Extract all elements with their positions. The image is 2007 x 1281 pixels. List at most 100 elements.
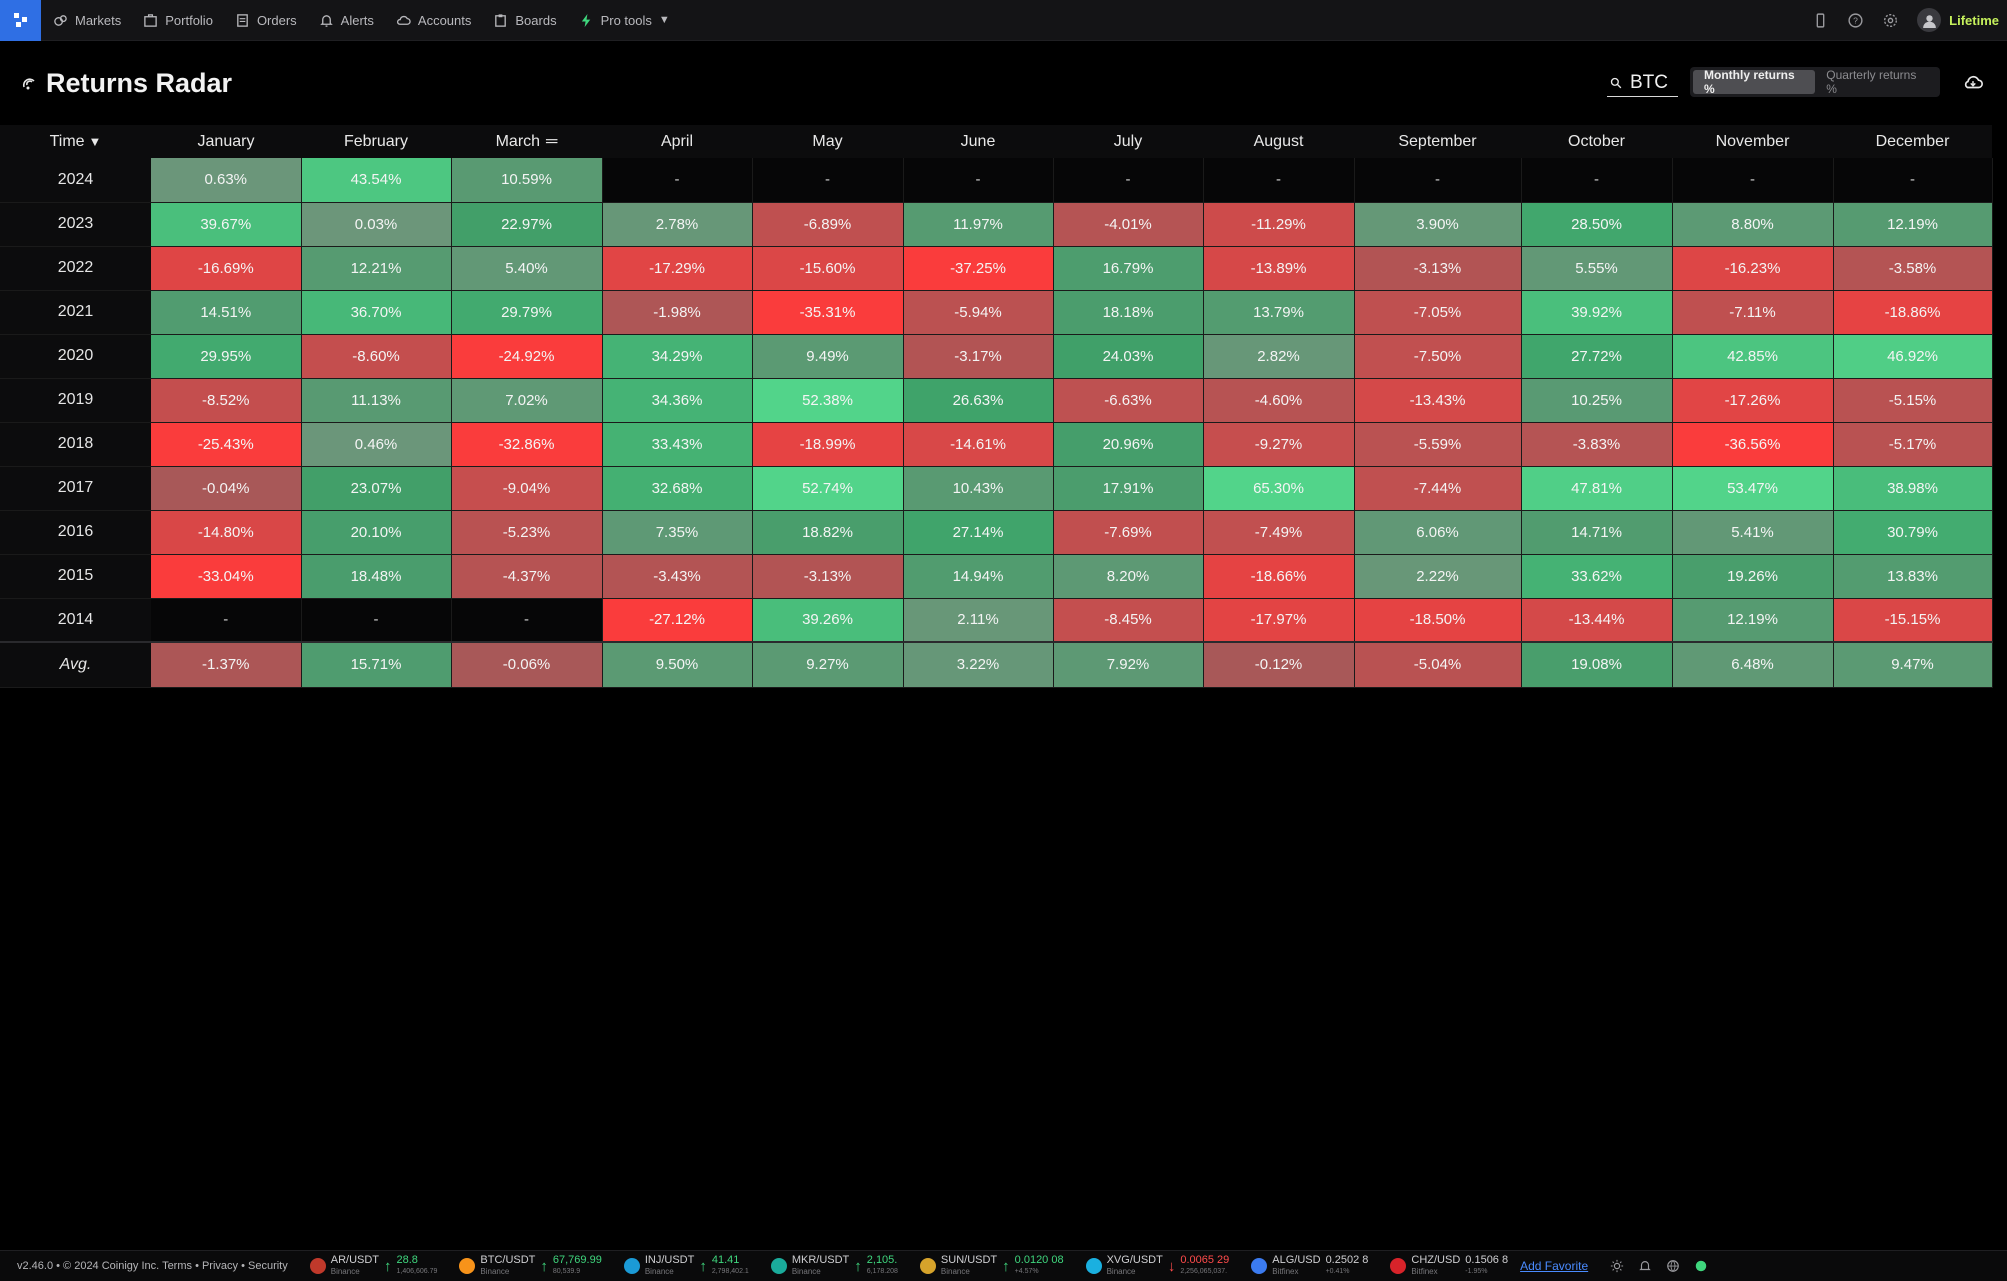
avatar[interactable] (1917, 8, 1942, 32)
return-cell[interactable]: -6.89% (752, 202, 904, 247)
return-cell[interactable]: 27.14% (903, 510, 1054, 555)
return-cell[interactable]: 14.71% (1521, 510, 1673, 555)
return-cell[interactable]: 13.79% (1203, 290, 1355, 335)
return-cell[interactable]: 6.06% (1354, 510, 1522, 555)
globe-icon[interactable] (1666, 1259, 1680, 1273)
return-cell[interactable]: 20.96% (1053, 422, 1204, 467)
return-cell[interactable]: 52.74% (752, 466, 904, 511)
return-cell[interactable]: -25.43% (151, 422, 302, 467)
return-cell[interactable]: 9.27% (752, 641, 904, 688)
return-cell[interactable]: 39.67% (151, 202, 302, 247)
monthly-returns-toggle[interactable]: Monthly returns % (1693, 68, 1816, 96)
return-cell[interactable]: 2.22% (1354, 554, 1522, 599)
month-header-february[interactable]: February (301, 125, 451, 158)
return-cell[interactable]: 5.41% (1672, 510, 1834, 555)
return-cell[interactable]: 11.97% (903, 202, 1054, 247)
month-header-december[interactable]: December (1833, 125, 1992, 158)
return-cell[interactable]: 18.18% (1053, 290, 1204, 335)
return-cell[interactable]: - (1053, 158, 1204, 203)
return-cell[interactable]: -18.50% (1354, 598, 1522, 643)
month-header-september[interactable]: September (1354, 125, 1521, 158)
return-cell[interactable]: 26.63% (903, 378, 1054, 423)
return-cell[interactable]: 43.54% (301, 158, 452, 203)
return-cell[interactable]: 42.85% (1672, 334, 1834, 379)
return-cell[interactable]: 33.43% (602, 422, 753, 467)
return-cell[interactable]: -1.37% (151, 641, 302, 688)
return-cell[interactable]: 30.79% (1833, 510, 1993, 555)
ticker-item[interactable]: BTC/USDT Binance ↑ 67,769.99 80,539.9 (459, 1255, 602, 1277)
return-cell[interactable]: -9.04% (451, 466, 603, 511)
month-header-may[interactable]: May (752, 125, 903, 158)
return-cell[interactable]: 0.63% (151, 158, 302, 203)
return-cell[interactable]: -18.86% (1833, 290, 1993, 335)
return-cell[interactable]: 18.82% (752, 510, 904, 555)
return-cell[interactable]: -27.12% (602, 598, 753, 643)
return-cell[interactable]: 46.92% (1833, 334, 1993, 379)
return-cell[interactable]: - (1354, 158, 1522, 203)
return-cell[interactable]: -4.37% (451, 554, 603, 599)
return-cell[interactable]: 24.03% (1053, 334, 1204, 379)
nav-orders[interactable]: Orders (235, 13, 297, 28)
nav-boards[interactable]: Boards (493, 13, 557, 28)
month-header-june[interactable]: June (903, 125, 1053, 158)
return-cell[interactable]: 52.38% (752, 378, 904, 423)
return-cell[interactable]: 12.19% (1833, 202, 1993, 247)
return-cell[interactable]: 29.95% (151, 334, 302, 379)
ticker-item[interactable]: MKR/USDT Binance ↑ 2,105. 6,178.208 (770, 1255, 898, 1277)
return-cell[interactable]: 8.80% (1672, 202, 1834, 247)
return-cell[interactable]: -33.04% (151, 554, 302, 599)
return-cell[interactable]: 38.98% (1833, 466, 1993, 511)
quarterly-returns-toggle[interactable]: Quarterly returns % (1826, 68, 1917, 96)
return-cell[interactable]: -4.01% (1053, 202, 1204, 247)
return-cell[interactable]: -13.89% (1203, 246, 1355, 291)
nav-markets[interactable]: Markets (53, 13, 121, 28)
month-header-november[interactable]: November (1672, 125, 1833, 158)
return-cell[interactable]: 53.47% (1672, 466, 1834, 511)
return-cell[interactable]: 10.25% (1521, 378, 1673, 423)
plan-badge[interactable]: Lifetime (1949, 12, 1999, 28)
return-cell[interactable]: 34.36% (602, 378, 753, 423)
return-cell[interactable]: 2.82% (1203, 334, 1355, 379)
return-cell[interactable]: - (1672, 158, 1834, 203)
return-cell[interactable]: -36.56% (1672, 422, 1834, 467)
return-cell[interactable]: - (752, 158, 904, 203)
return-cell[interactable]: -7.49% (1203, 510, 1355, 555)
return-cell[interactable]: 8.20% (1053, 554, 1204, 599)
return-cell[interactable]: -7.44% (1354, 466, 1522, 511)
return-cell[interactable]: - (1521, 158, 1673, 203)
return-cell[interactable]: 16.79% (1053, 246, 1204, 291)
return-cell[interactable]: 2.11% (903, 598, 1054, 643)
return-cell[interactable]: 23.07% (301, 466, 452, 511)
return-cell[interactable]: 10.59% (451, 158, 603, 203)
return-cell[interactable]: -37.25% (903, 246, 1054, 291)
return-cell[interactable]: -18.99% (752, 422, 904, 467)
return-cell[interactable]: 39.92% (1521, 290, 1673, 335)
notification-bell-icon[interactable] (1638, 1259, 1652, 1273)
return-cell[interactable]: -14.80% (151, 510, 302, 555)
return-cell[interactable]: 22.97% (451, 202, 603, 247)
return-cell[interactable]: -15.60% (752, 246, 904, 291)
return-cell[interactable]: -16.23% (1672, 246, 1834, 291)
return-cell[interactable]: 9.49% (752, 334, 904, 379)
return-cell[interactable]: -3.17% (903, 334, 1054, 379)
return-cell[interactable]: -3.83% (1521, 422, 1673, 467)
return-cell[interactable]: -32.86% (451, 422, 603, 467)
return-cell[interactable]: -3.13% (1354, 246, 1522, 291)
return-cell[interactable]: 0.03% (301, 202, 452, 247)
return-cell[interactable]: -3.43% (602, 554, 753, 599)
ticker-item[interactable]: ALG/USD Bitfinex 0.2502 8 +0.41% (1251, 1255, 1368, 1277)
return-cell[interactable]: -7.05% (1354, 290, 1522, 335)
return-cell[interactable]: 27.72% (1521, 334, 1673, 379)
return-cell[interactable]: 29.79% (451, 290, 603, 335)
add-favorite-link[interactable]: Add Favorite (1520, 1259, 1589, 1273)
nav-pro-tools[interactable]: Pro tools ▼ (579, 13, 670, 28)
return-cell[interactable]: 32.68% (602, 466, 753, 511)
return-cell[interactable]: -16.69% (151, 246, 302, 291)
ticker-item[interactable]: CHZ/USD Bitfinex 0.1506 8 -1.95% (1390, 1255, 1508, 1277)
return-cell[interactable]: - (602, 158, 753, 203)
return-cell[interactable]: -17.29% (602, 246, 753, 291)
return-cell[interactable]: -0.04% (151, 466, 302, 511)
search-input[interactable] (1630, 71, 1678, 94)
ticker-item[interactable]: AR/USDT Binance ↑ 28.8 1,406,606.79 (309, 1255, 437, 1277)
time-column-header[interactable]: Time ▼ (0, 125, 151, 158)
